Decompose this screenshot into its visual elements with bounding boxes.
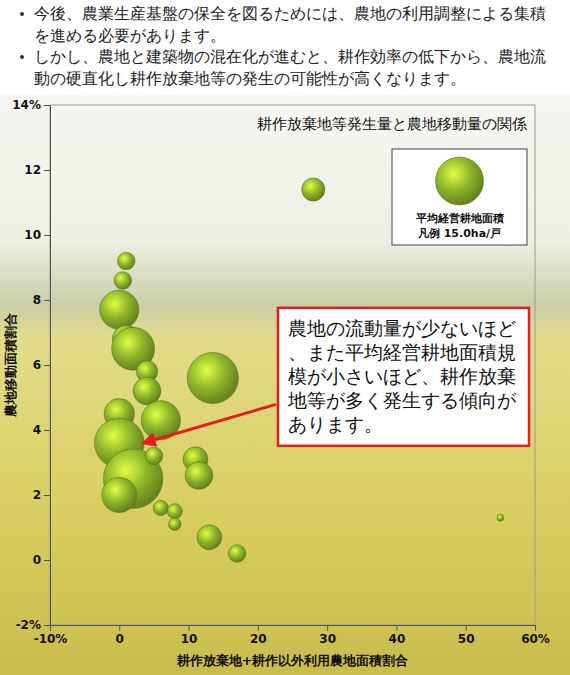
tick: -2% bbox=[16, 618, 50, 632]
note-item: 今後、農業生産基盤の保全を図るためには、農地の利用調整による集積を進める必要があ… bbox=[14, 3, 556, 46]
tick-label: -2% bbox=[16, 618, 41, 632]
tick: 14% bbox=[12, 98, 50, 112]
bubble bbox=[100, 290, 139, 329]
annotation: 農地の流動量が少ないほど、また平均経営耕地面積規模が小さいほど、耕作放棄地等が多… bbox=[144, 308, 529, 446]
tick: 4 bbox=[33, 423, 50, 437]
bubble bbox=[167, 504, 182, 519]
tick-label: 14% bbox=[12, 98, 41, 112]
plot: -10% 0 10 20 30 40 50 60% -2% 0 2 4 6 8 10 12 14% 耕作放棄地等発… bbox=[12, 98, 550, 645]
tick: 6 bbox=[33, 358, 50, 372]
bubble bbox=[114, 272, 132, 290]
bubble bbox=[169, 518, 181, 530]
tick: 50 bbox=[458, 625, 475, 646]
tick-mark bbox=[327, 625, 328, 631]
bubble bbox=[185, 462, 213, 490]
bubble bbox=[187, 352, 238, 403]
tick-label: 4 bbox=[33, 423, 41, 437]
tick-mark bbox=[44, 560, 50, 561]
legend-bubble bbox=[436, 157, 484, 205]
chart-title: 耕作放棄地等発生量と農地移動量の関係 bbox=[257, 115, 527, 133]
tick-label: 2 bbox=[33, 488, 41, 502]
x-axis: -10% 0 10 20 30 40 50 60% bbox=[34, 625, 550, 646]
tick: 0 bbox=[116, 625, 124, 646]
tick-label: -10% bbox=[34, 632, 68, 646]
tick-label: 10 bbox=[181, 632, 198, 646]
tick-label: 60% bbox=[521, 632, 550, 646]
tick-mark bbox=[189, 625, 190, 631]
tick: 10 bbox=[24, 228, 50, 242]
tick: 60% bbox=[521, 625, 550, 646]
tick-mark bbox=[119, 625, 120, 631]
tick: 10 bbox=[181, 625, 198, 646]
tick-label: 20 bbox=[250, 632, 267, 646]
tick-mark bbox=[44, 430, 50, 431]
tick-mark bbox=[44, 495, 50, 496]
legend-title: 平均経営耕地面積 bbox=[415, 212, 504, 225]
bubble bbox=[145, 447, 163, 465]
tick-label: 0 bbox=[116, 632, 124, 646]
tick: 2 bbox=[33, 488, 50, 502]
bubble bbox=[228, 545, 246, 563]
tick-mark bbox=[396, 625, 397, 631]
tick: 20 bbox=[250, 625, 267, 646]
axis-line bbox=[50, 106, 51, 626]
tick: 0 bbox=[33, 553, 50, 567]
note-item: しかし、農地と建築物の混在化が進むと、耕作効率の低下から、農地流動の硬直化し耕作… bbox=[14, 46, 556, 89]
tick-mark bbox=[44, 235, 50, 236]
legend-box bbox=[392, 149, 527, 245]
notes: 今後、農業生産基盤の保全を図るためには、農地の利用調整による集積を進める必要があ… bbox=[0, 0, 570, 95]
bubble bbox=[302, 178, 325, 201]
y-axis-title: 農地移動面積割合 bbox=[3, 313, 18, 418]
legend-text: 凡例 15.0ha/戸 bbox=[417, 227, 501, 240]
tick-mark bbox=[535, 625, 536, 631]
tick: 12 bbox=[24, 163, 50, 177]
tick-label: 40 bbox=[389, 632, 406, 646]
y-axis: -2% 0 2 4 6 8 10 12 14% bbox=[12, 98, 50, 632]
note-text: しかし、農地と建築物の混在化が進むと、耕作効率の低下から、農地流動の硬直化し耕作… bbox=[34, 47, 546, 88]
tick-mark bbox=[258, 625, 259, 631]
note-text: 今後、農業生産基盤の保全を図るためには、農地の利用調整による集積を進める必要があ… bbox=[34, 4, 546, 45]
tick-mark bbox=[50, 625, 51, 631]
tick-label: 10 bbox=[24, 228, 41, 242]
tick: 30 bbox=[319, 625, 336, 646]
tick-mark bbox=[44, 170, 50, 171]
tick-mark bbox=[44, 300, 50, 301]
tick-mark bbox=[44, 365, 50, 366]
tick: 8 bbox=[33, 293, 50, 307]
tick-label: 6 bbox=[33, 358, 41, 372]
background bbox=[0, 95, 570, 675]
tick-mark bbox=[466, 625, 467, 631]
annotation-box bbox=[278, 308, 529, 446]
x-axis-title: 耕作放棄地+耕作以外利用農地面積割合 bbox=[176, 653, 409, 668]
tick-label: 8 bbox=[33, 293, 41, 307]
tick-label: 0 bbox=[33, 553, 41, 567]
bubble bbox=[117, 252, 135, 270]
axis-line bbox=[51, 625, 536, 626]
tick-label: 30 bbox=[319, 632, 336, 646]
bubble bbox=[497, 514, 504, 521]
chart: -10% 0 10 20 30 40 50 60% -2% 0 2 4 6 8 10 12 14% 耕作放棄地等発… bbox=[0, 95, 570, 675]
annotation-text: 農地の流動量が少ないほど、また平均経営耕地面積規模が小さいほど、耕作放棄地等が多… bbox=[287, 317, 517, 435]
annotation-arrow bbox=[144, 404, 276, 443]
bubble bbox=[102, 477, 137, 512]
tick-label: 50 bbox=[458, 632, 475, 646]
bullet bbox=[20, 12, 24, 16]
bullet bbox=[20, 55, 24, 59]
plot-frame bbox=[50, 105, 535, 625]
legend: 平均経営耕地面積凡例 15.0ha/戸 bbox=[392, 149, 527, 245]
tick-mark bbox=[44, 625, 50, 626]
tick-label: 12 bbox=[24, 163, 41, 177]
bubble bbox=[133, 377, 161, 405]
tick: 40 bbox=[389, 625, 406, 646]
bubble bbox=[197, 525, 222, 550]
tick-mark bbox=[44, 105, 50, 106]
bubble bbox=[153, 500, 168, 515]
